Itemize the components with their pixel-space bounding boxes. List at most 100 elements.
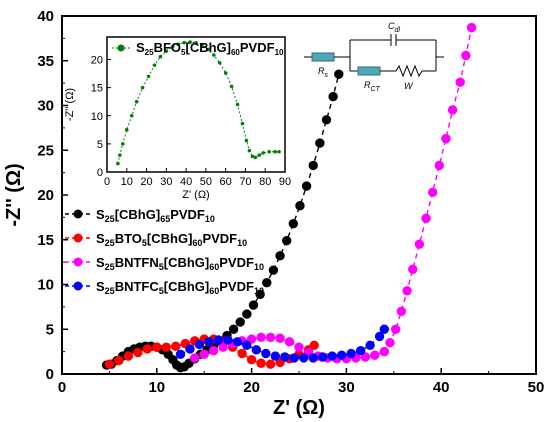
inset-data-point xyxy=(267,149,271,154)
data-point xyxy=(242,309,252,319)
data-point xyxy=(268,265,279,275)
data-point xyxy=(334,69,344,79)
inset-legend-label: S25BFO5[CBhG]60PVDF10 xyxy=(136,40,284,57)
legend-marker xyxy=(73,281,83,291)
data-point xyxy=(199,349,209,360)
data-point xyxy=(402,286,412,296)
data-point xyxy=(390,324,401,334)
data-point xyxy=(242,340,252,351)
series-2 xyxy=(190,22,477,364)
inset-data-point xyxy=(273,149,277,154)
series-3 xyxy=(175,324,390,363)
inset-x-tick-label: 30 xyxy=(160,176,172,188)
data-point xyxy=(288,218,299,229)
data-point xyxy=(237,348,247,359)
data-point xyxy=(265,359,276,369)
inset-frame xyxy=(106,36,286,173)
data-point xyxy=(327,351,337,361)
data-point xyxy=(175,349,186,360)
data-point xyxy=(265,332,276,343)
y-tick-label: 25 xyxy=(37,142,54,159)
inset-x-tick-label: 60 xyxy=(220,176,232,188)
y-tick-label: 5 xyxy=(46,321,54,338)
data-point xyxy=(447,105,458,115)
legend-label: S25BTO5[CBhG]60PVDF10 xyxy=(96,231,247,248)
inset-data-point xyxy=(121,142,125,146)
data-point xyxy=(396,306,407,317)
data-point xyxy=(370,350,380,360)
inset-data-point xyxy=(223,71,228,75)
inset-data-point xyxy=(206,47,210,52)
data-point xyxy=(256,332,266,343)
legend-marker xyxy=(73,209,83,219)
inset-x-tick-label: 70 xyxy=(239,176,251,188)
data-point xyxy=(208,346,219,356)
inset-data-point xyxy=(146,74,151,79)
inset-data-point xyxy=(217,61,222,65)
inset-data-point xyxy=(170,45,175,49)
legend-marker xyxy=(73,257,83,267)
data-point xyxy=(301,181,312,191)
data-point xyxy=(142,344,153,354)
circuit-label-rs: Rs xyxy=(318,66,329,79)
x-tick-label: 50 xyxy=(528,379,545,396)
data-point xyxy=(466,22,477,33)
legend-marker xyxy=(73,233,83,243)
inset-data-point xyxy=(200,43,204,47)
data-point xyxy=(223,335,233,345)
inset-y-tick-label: 0 xyxy=(97,167,103,179)
inset-data-point xyxy=(158,54,163,59)
inset-y-tick-label: 5 xyxy=(97,139,103,151)
y-tick-label: 20 xyxy=(37,187,54,204)
data-point xyxy=(434,160,445,171)
data-point xyxy=(232,337,243,347)
inset-data-point xyxy=(250,154,255,159)
data-point xyxy=(261,348,271,359)
data-point xyxy=(185,344,195,354)
data-point xyxy=(275,251,285,261)
inset-data-point xyxy=(229,84,234,89)
data-point xyxy=(328,91,338,102)
x-axis-label: Z' (Ω) xyxy=(273,397,325,419)
inset-data-point xyxy=(134,99,139,104)
legend-label: S25BNTFC5[CBhG]60PVDF10 xyxy=(96,279,264,296)
y-tick-label: 40 xyxy=(37,8,54,25)
data-point xyxy=(235,317,245,327)
inset-x-tick-label: 0 xyxy=(104,176,110,188)
inset-y-tick-label: 15 xyxy=(91,83,103,95)
data-point xyxy=(218,342,228,352)
inset-data-point xyxy=(212,53,216,57)
data-point xyxy=(281,235,292,246)
inset-x-axis-label: Z' (Ω) xyxy=(182,189,209,201)
data-point xyxy=(270,351,280,361)
data-point xyxy=(385,337,395,348)
data-point xyxy=(255,289,265,300)
inset-data-point xyxy=(116,161,120,166)
data-point xyxy=(289,353,299,363)
inset-x-tick-label: 20 xyxy=(140,176,152,188)
data-point xyxy=(246,334,257,344)
inset-legend-marker xyxy=(117,44,125,52)
y-tick-label: 15 xyxy=(37,232,54,249)
data-point xyxy=(461,50,471,61)
inset-data-point xyxy=(261,151,266,155)
equivalent-circuit: W xyxy=(304,34,444,91)
data-point xyxy=(360,352,371,362)
data-point xyxy=(315,138,325,148)
inset-y-tick-label: 10 xyxy=(91,111,103,123)
data-point xyxy=(262,278,272,288)
data-point xyxy=(171,341,181,351)
data-point xyxy=(308,160,318,171)
warburg-element xyxy=(395,64,423,78)
resistor-rct xyxy=(357,66,381,76)
data-point xyxy=(294,342,304,352)
inset-data-point xyxy=(244,138,249,143)
data-point xyxy=(133,347,143,358)
data-point xyxy=(346,348,356,359)
x-tick-label: 40 xyxy=(433,379,450,396)
inset-data-point xyxy=(176,42,180,47)
data-point xyxy=(194,339,205,350)
inset-data-point xyxy=(140,85,145,90)
data-point xyxy=(318,352,328,362)
